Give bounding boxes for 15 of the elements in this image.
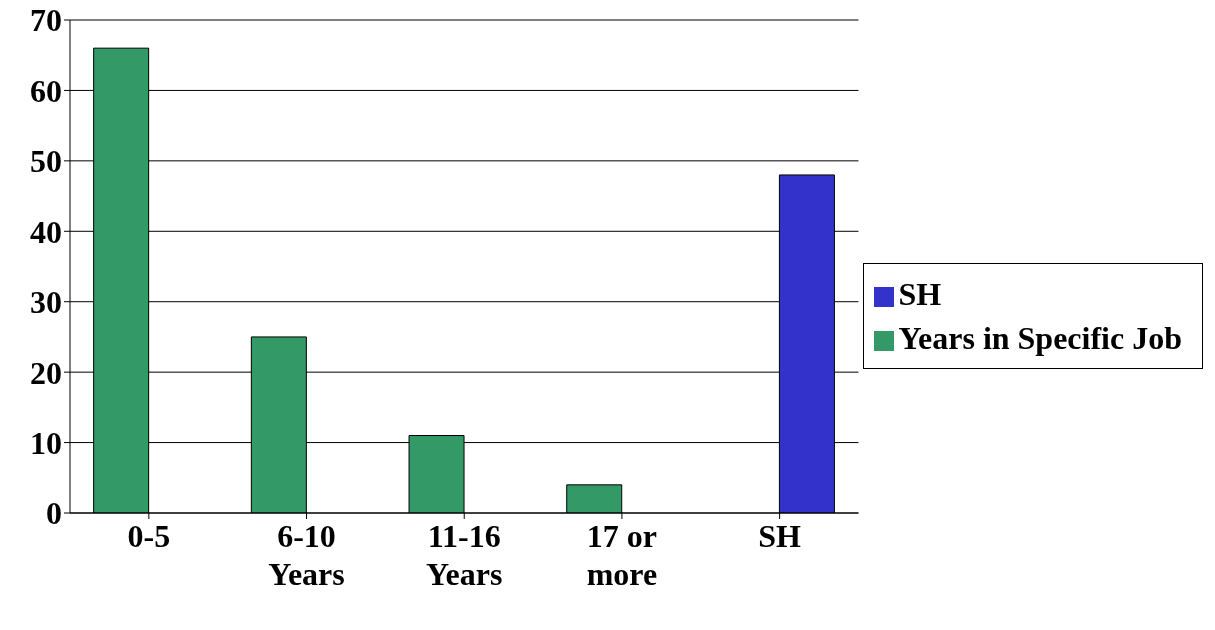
x-tick-label: SH xyxy=(758,518,802,554)
y-tick-label: 30 xyxy=(30,284,62,321)
y-tick-label: 70 xyxy=(30,2,62,39)
y-tick-label: 10 xyxy=(30,424,62,461)
y-tick-label: 0 xyxy=(46,495,62,532)
legend-label: Years in Specific Job xyxy=(898,319,1182,356)
y-tick-label: 20 xyxy=(30,354,62,391)
x-tick-label: 11-16 Years xyxy=(426,518,503,592)
legend-label: SH xyxy=(898,275,942,312)
x-tick-label: 0-5 xyxy=(127,518,171,554)
x-tick-label: 17 or more xyxy=(586,518,658,592)
y-tick-label: 40 xyxy=(30,213,62,250)
y-tick-label: 60 xyxy=(30,72,62,109)
y-tick-label: 50 xyxy=(30,143,62,180)
x-tick-label: 6-10 Years xyxy=(268,518,345,592)
